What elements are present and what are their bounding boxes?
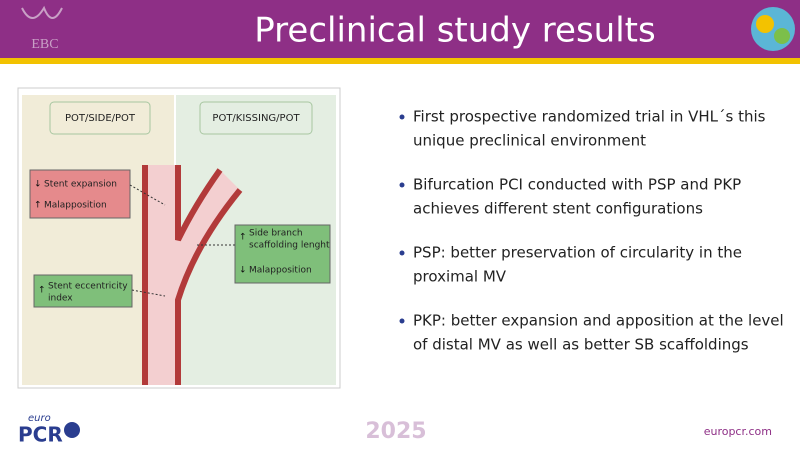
bullet-text: PKP: better expansion and apposition at … bbox=[413, 312, 784, 330]
bullet-text: PSP: better preservation of circularity … bbox=[413, 244, 742, 262]
title: Preclinical study results bbox=[254, 11, 655, 51]
outcome-box bbox=[33, 274, 133, 308]
leader bbox=[129, 184, 166, 206]
box-text: Stent expansion bbox=[44, 180, 117, 190]
bullet-dot bbox=[399, 250, 405, 256]
svg-text:↓: ↓ bbox=[34, 180, 42, 190]
panel-label-box bbox=[199, 101, 313, 135]
box-text: Stent eccentricity bbox=[48, 282, 128, 292]
panel-label: POT/KISSING/POT bbox=[212, 113, 300, 124]
bullet-dot bbox=[399, 182, 405, 188]
svg-text:↑: ↑ bbox=[38, 286, 46, 296]
svg-text:↑: ↑ bbox=[34, 201, 42, 211]
footer-logo: PCR bbox=[18, 423, 63, 447]
svg-text:↑: ↑ bbox=[239, 233, 247, 243]
bullet-text: unique preclinical environment bbox=[413, 132, 646, 150]
outcome-box bbox=[29, 169, 131, 219]
header-band bbox=[0, 0, 800, 58]
leader bbox=[131, 289, 166, 297]
figure: ↓ ↑ ↑ ↓ ↑ bbox=[17, 87, 341, 389]
logo-right-part bbox=[756, 15, 774, 33]
bullet-text: proximal MV bbox=[413, 268, 507, 286]
footer-year: 2025 bbox=[365, 419, 426, 444]
panel-label: POT/SIDE/POT bbox=[65, 113, 136, 124]
header-stripe bbox=[0, 58, 800, 64]
bullet-text: First prospective randomized trial in VH… bbox=[413, 108, 766, 126]
box-text: scaffolding lenght bbox=[249, 241, 330, 251]
bullets: First prospective randomized trial in VH… bbox=[399, 108, 784, 354]
box-text: index bbox=[48, 294, 73, 304]
outcome-box bbox=[234, 224, 331, 284]
bullet-dot bbox=[399, 114, 405, 120]
footer-url: europcr.com bbox=[704, 425, 772, 438]
figure-text: POT/SIDE/POT POT/KISSING/POT Stent expansi… bbox=[44, 113, 330, 304]
logo-mark bbox=[21, 5, 63, 19]
bullet-text: achieves different stent configurations bbox=[413, 200, 703, 218]
logo-right-part bbox=[774, 28, 790, 44]
arrows: ↓ ↑ ↑ ↓ ↑ bbox=[34, 180, 247, 296]
logo-text: EBC bbox=[31, 37, 58, 52]
footer-logo-top: euro bbox=[28, 413, 51, 424]
bullet-text: Bifurcation PCI conducted with PSP and P… bbox=[413, 176, 741, 194]
box-text: Malapposition bbox=[249, 266, 312, 276]
box-text: Malapposition bbox=[44, 201, 107, 211]
panel-label-box bbox=[49, 101, 151, 135]
box-text: Side branch bbox=[249, 229, 303, 239]
bullet-text: of distal MV as well as better SB scaffo… bbox=[413, 336, 749, 354]
bullet-dot bbox=[399, 318, 405, 324]
svg-text:↓: ↓ bbox=[239, 266, 247, 276]
footer-seal bbox=[64, 422, 80, 438]
vessel-wall bbox=[142, 165, 243, 385]
